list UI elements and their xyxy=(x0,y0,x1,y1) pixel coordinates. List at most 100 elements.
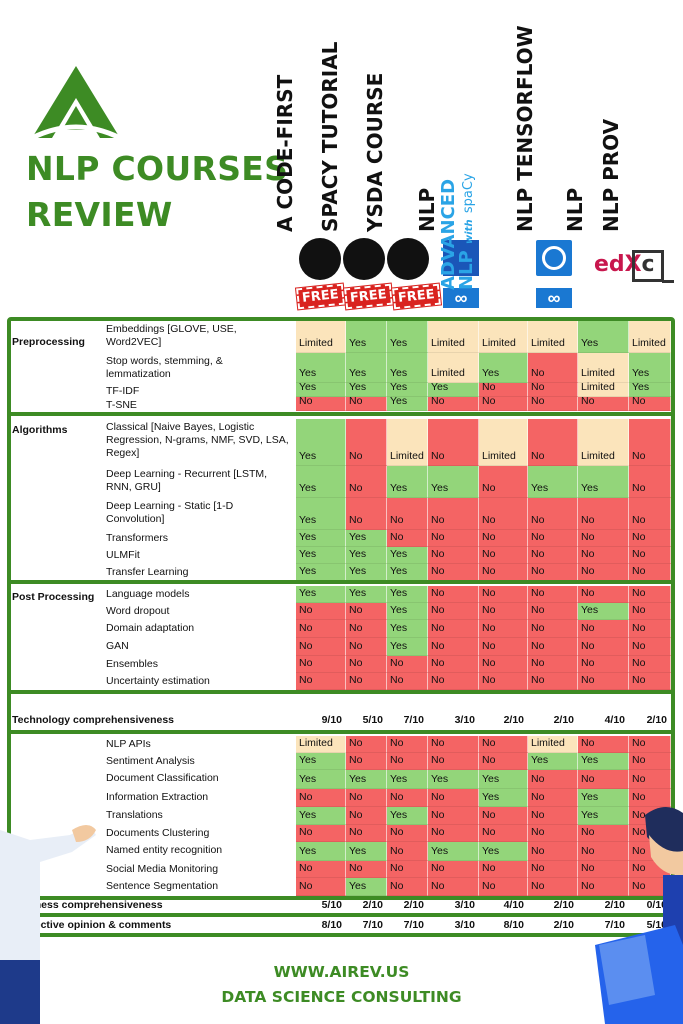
table-row-cell: Yes xyxy=(387,620,428,638)
table-row-cell: No xyxy=(387,842,428,861)
table-row-cell: No xyxy=(346,466,387,498)
business-comprehensiveness-score: 0/10 xyxy=(646,899,667,911)
table-row-cell: Yes xyxy=(346,547,387,564)
subjective-opinion-score: 7/10 xyxy=(604,919,625,931)
infinity-icon: ∞ xyxy=(443,288,479,308)
table-row-cell: Limited xyxy=(428,321,479,353)
table-row-cell: Yes xyxy=(296,586,346,603)
table-row-cell: No xyxy=(387,753,428,770)
table-row-cell: Yes xyxy=(296,498,346,530)
airev-logo-icon xyxy=(30,66,122,141)
section-divider xyxy=(7,913,675,917)
table-row-cell: Yes xyxy=(296,547,346,564)
table-row-cell: No xyxy=(296,825,346,842)
table-row-cell: No xyxy=(629,878,671,896)
table-row-cell: No xyxy=(479,656,528,673)
table-row-cell: No xyxy=(346,620,387,638)
free-badge: FREE xyxy=(294,282,346,311)
table-row-label: T-SNE xyxy=(106,399,137,411)
subjective-opinion-score: 5/10 xyxy=(646,919,667,931)
table-row-cell: No xyxy=(528,789,578,807)
table-row-cell: No xyxy=(578,673,629,690)
category-preprocessing: Preprocessing xyxy=(12,336,85,348)
coursera-c-icon: c xyxy=(632,250,664,282)
table-row-cell: No xyxy=(528,770,578,789)
table-row-label: Classical [Naive Bayes, Logistic Regress… xyxy=(106,421,289,459)
free-badge: FREE xyxy=(390,282,442,311)
table-row-cell: Yes xyxy=(296,419,346,466)
technology-comprehensiveness-score: 9/10 xyxy=(321,714,342,726)
nlp-label: NLP xyxy=(456,250,477,290)
table-row-cell: Yes xyxy=(387,547,428,564)
table-row-label: Domain adaptation xyxy=(106,622,195,634)
table-row-cell: No xyxy=(428,673,479,690)
table-row-cell: No xyxy=(346,673,387,690)
table-row-cell: Yes xyxy=(346,564,387,581)
table-row-cell: No xyxy=(479,395,528,411)
table-row-cell: No xyxy=(428,547,479,564)
table-row-label: Deep Learning - Recurrent [LSTM, RNN, GR… xyxy=(106,468,268,493)
table-row-label: Embeddings [GLOVE, USE, Word2VEC] xyxy=(106,323,237,348)
table-row-cell: Yes xyxy=(629,381,671,397)
table-row-cell: No xyxy=(528,878,578,896)
table-row-label: Social Media Monitoring xyxy=(106,863,219,875)
table-row-label: Uncertainty estimation xyxy=(106,675,210,687)
table-row-cell: Limited xyxy=(428,353,479,383)
column-header-7: NLP xyxy=(563,187,587,232)
footer-website[interactable]: WWW.AIREV.US xyxy=(273,963,410,981)
table-row-cell: Limited xyxy=(296,736,346,753)
table-row-cell: No xyxy=(387,498,428,530)
column-header-1: A CODE-FIRST xyxy=(273,74,297,232)
table-row-cell: Yes xyxy=(296,753,346,770)
table-row-cell: No xyxy=(479,861,528,878)
section-divider xyxy=(7,896,675,900)
comparison-table-frame xyxy=(7,317,675,937)
table-row-cell: Yes xyxy=(387,603,428,620)
table-row-cell: Yes xyxy=(387,586,428,603)
table-row-label: Named entity recognition xyxy=(106,844,223,856)
technology-comprehensiveness-score: 2/10 xyxy=(553,714,574,726)
table-row-cell: No xyxy=(387,861,428,878)
table-row-cell: No xyxy=(629,789,671,807)
table-row-cell: No xyxy=(428,861,479,878)
table-row-cell: No xyxy=(428,620,479,638)
table-row-cell: Limited xyxy=(479,321,528,353)
table-row-cell: Yes xyxy=(578,789,629,807)
table-row-cell: Yes xyxy=(346,321,387,353)
table-row-cell: Yes xyxy=(428,381,479,397)
table-row-cell: No xyxy=(528,673,578,690)
table-row-label: NLP APIs xyxy=(106,738,151,750)
table-row-cell: No xyxy=(578,842,629,861)
table-row-cell: No xyxy=(629,547,671,564)
table-row-cell: No xyxy=(428,603,479,620)
table-row-label: ULMFit xyxy=(106,549,140,561)
table-row-label: Transformers xyxy=(106,532,169,544)
table-row-cell: No xyxy=(346,419,387,466)
table-row-cell: Yes xyxy=(346,353,387,383)
table-row-cell: No xyxy=(528,861,578,878)
technology-comprehensiveness-score: 5/10 xyxy=(362,714,383,726)
table-row-cell: Yes xyxy=(479,770,528,789)
table-row-cell: No xyxy=(629,498,671,530)
table-row-cell: No xyxy=(479,638,528,656)
table-row-label: Sentiment Analysis xyxy=(106,755,195,767)
table-row-cell: Limited xyxy=(296,321,346,353)
table-row-cell: No xyxy=(528,395,578,411)
table-row-cell: Yes xyxy=(578,753,629,770)
table-row-cell: No xyxy=(578,620,629,638)
github-icon xyxy=(343,238,385,280)
spacy-label: spaCy xyxy=(461,173,476,214)
table-row-cell: No xyxy=(528,842,578,861)
table-row-cell: Yes xyxy=(528,753,578,770)
table-row-cell: Yes xyxy=(428,466,479,498)
table-row-cell: Yes xyxy=(296,770,346,789)
table-row-cell: Yes xyxy=(387,564,428,581)
table-row-cell: Yes xyxy=(296,353,346,383)
table-row-cell: Yes xyxy=(346,770,387,789)
table-row-cell: No xyxy=(578,586,629,603)
business-comprehensiveness-score: 4/10 xyxy=(503,899,524,911)
table-row-cell: Yes xyxy=(479,353,528,383)
table-row-cell: No xyxy=(428,419,479,466)
presenter-illustration-icon xyxy=(0,825,96,1024)
table-row-cell: No xyxy=(578,861,629,878)
